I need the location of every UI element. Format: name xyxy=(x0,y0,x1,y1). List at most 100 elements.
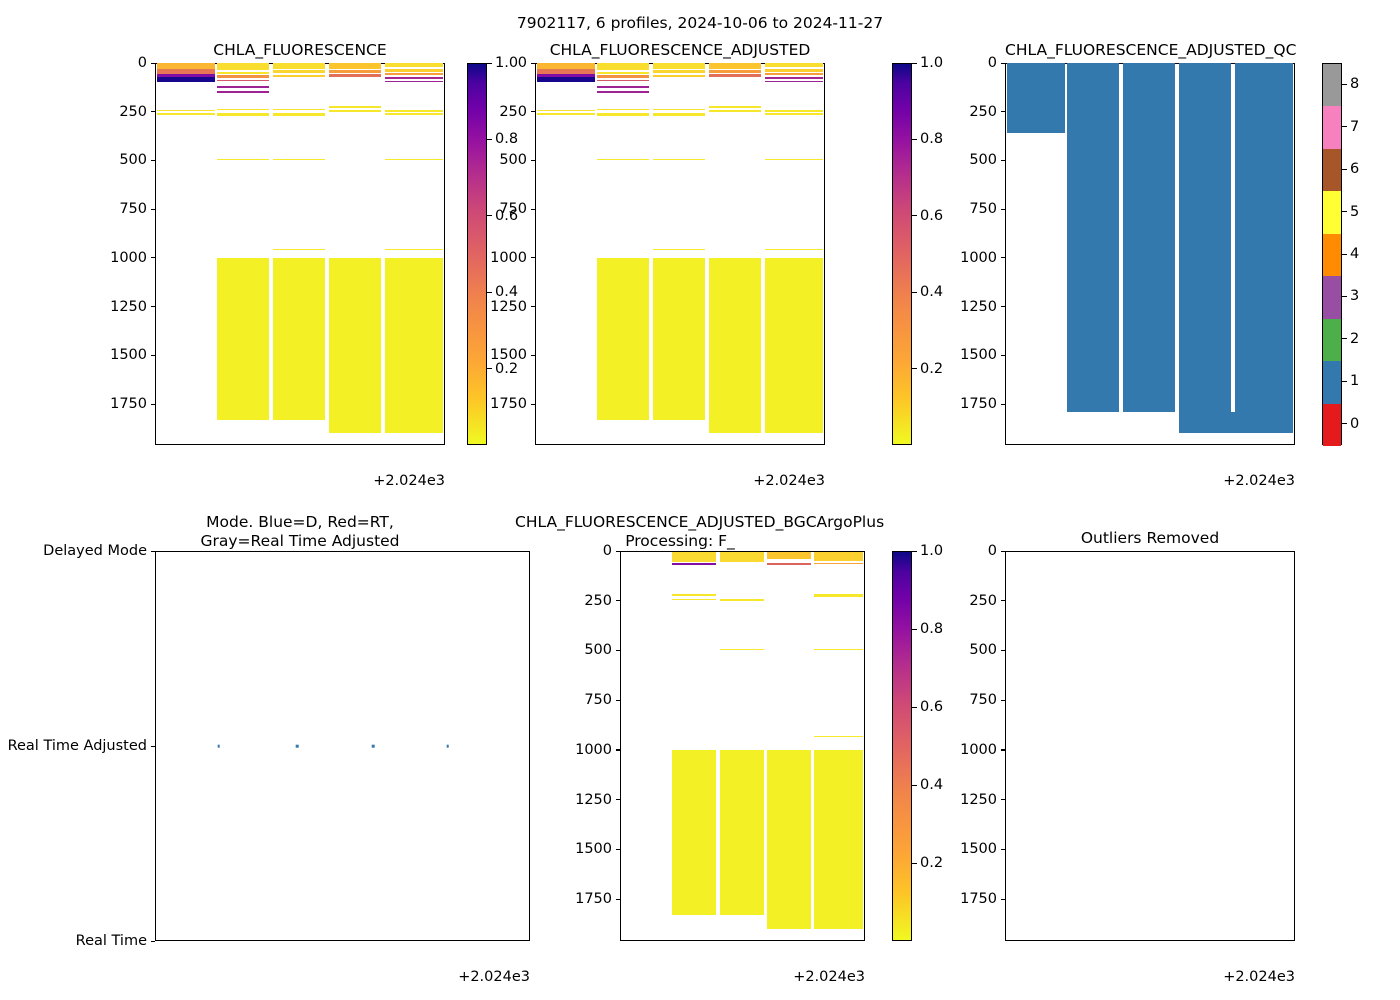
heatmap-band xyxy=(273,257,325,420)
colorbar-chla-fluorescence xyxy=(467,63,487,445)
y-tickmark xyxy=(1001,649,1005,652)
qc-block xyxy=(1067,63,1119,412)
heatmap-band xyxy=(653,249,705,251)
y-tickmark xyxy=(1001,600,1005,602)
colorbar-tick-label: 4 xyxy=(1350,246,1360,262)
qc-colorbar-segment xyxy=(1323,403,1341,446)
y-tickmark xyxy=(616,799,620,801)
y-tick-label: 250 xyxy=(119,103,147,120)
y-tick-label: 1750 xyxy=(960,396,997,413)
y-tick-label: 1500 xyxy=(960,347,997,364)
heatmap-band xyxy=(273,108,325,111)
heatmap-band xyxy=(217,91,269,93)
heatmap-band xyxy=(653,112,705,116)
heatmap-band xyxy=(709,74,761,78)
mode-scatter-point[interactable] xyxy=(217,744,221,748)
axes-outliers-removed[interactable] xyxy=(1005,551,1295,941)
heatmap-band xyxy=(719,749,764,916)
y-tick-label: 1000 xyxy=(490,249,527,266)
y-tickmark xyxy=(531,62,535,64)
qc-colorbar-segment xyxy=(1323,233,1341,277)
y-tickmark xyxy=(1001,848,1005,851)
mode-scatter-point[interactable] xyxy=(371,744,375,748)
heatmap-band xyxy=(672,749,717,916)
y-tick-label: 1000 xyxy=(960,741,997,758)
y-tick-label: 0 xyxy=(987,55,997,71)
axes-mode[interactable] xyxy=(155,551,530,941)
y-tick-label: 500 xyxy=(969,642,997,659)
heatmap-band xyxy=(217,108,269,111)
colorbar-tickmark xyxy=(912,291,917,293)
heatmap-band xyxy=(217,158,269,160)
colorbar-tick-label: 0.6 xyxy=(495,207,519,224)
y-tickmark xyxy=(1001,898,1005,900)
mode-scatter-point[interactable] xyxy=(295,744,299,748)
heatmap-band xyxy=(329,257,381,434)
y-tick-label: 750 xyxy=(119,201,147,218)
y-tickmark xyxy=(1001,403,1005,405)
y-tickmark xyxy=(151,306,155,308)
heatmap-band xyxy=(537,63,595,69)
heatmap-band xyxy=(385,68,443,72)
heatmap-band xyxy=(157,109,215,112)
colorbar-tick-label: 0 xyxy=(1350,415,1360,432)
heatmap-band xyxy=(672,598,717,601)
heatmap-band xyxy=(709,63,761,69)
colorbar-tick-label: 0.2 xyxy=(495,360,519,377)
panel-title-outliers-removed: Outliers Removed xyxy=(1080,529,1220,547)
heatmap-band xyxy=(537,68,595,74)
heatmap-band xyxy=(814,648,864,650)
y-tickmark xyxy=(151,159,155,162)
heatmap-band xyxy=(329,63,381,69)
heatmap-band xyxy=(653,74,705,78)
colorbar-tickmark xyxy=(912,138,917,140)
y-tick-label: 250 xyxy=(499,103,527,120)
y-tickmark xyxy=(1001,257,1005,259)
y-tick-label: 1250 xyxy=(575,791,612,808)
heatmap-band xyxy=(767,749,811,930)
panel-title-chla-fluorescence: CHLA_FLUORESCENCE xyxy=(213,41,387,59)
heatmap-band xyxy=(157,63,215,69)
mode-scatter-point[interactable] xyxy=(446,744,449,748)
heatmap-band xyxy=(765,158,823,160)
y-tickmark xyxy=(151,940,155,942)
heatmap-band xyxy=(329,109,381,112)
heatmap-band xyxy=(765,109,823,112)
y-tickmark xyxy=(1001,208,1005,210)
heatmap-band xyxy=(273,70,325,73)
y-tick-label: 1500 xyxy=(575,841,612,858)
y-tick-label: 1000 xyxy=(575,741,612,758)
heatmap-band xyxy=(597,112,649,116)
heatmap-band xyxy=(814,736,864,738)
y-tickmark xyxy=(531,208,535,210)
heatmap-band xyxy=(273,112,325,116)
colorbar-tickmark xyxy=(912,784,917,786)
heatmap-band xyxy=(597,86,649,88)
heatmap-band xyxy=(273,74,325,78)
heatmap-band xyxy=(814,551,864,561)
y-tick-label: 0 xyxy=(137,55,147,71)
y-tickmark xyxy=(531,257,535,259)
heatmap-band xyxy=(217,75,269,78)
heatmap-band xyxy=(385,158,443,160)
colorbar-tickmark xyxy=(1342,211,1347,213)
y-tick-label: 500 xyxy=(969,152,997,169)
qc-colorbar-segment xyxy=(1323,318,1341,362)
heatmap-band xyxy=(709,106,761,108)
qc-colorbar-segment xyxy=(1323,276,1341,319)
x-axis-offset-label: +2.024e3 xyxy=(373,473,445,489)
y-tick-label: 1500 xyxy=(490,347,527,364)
y-tick-label: 1000 xyxy=(110,249,147,266)
heatmap-band xyxy=(653,70,705,73)
y-tickmark xyxy=(531,159,535,162)
heatmap-band xyxy=(672,563,717,565)
y-tick-label: 750 xyxy=(499,201,527,218)
heatmap-band xyxy=(719,648,764,650)
x-axis-offset-label: +2.024e3 xyxy=(753,473,825,489)
heatmap-band xyxy=(672,593,717,597)
colorbar-tick-label: 8 xyxy=(1350,76,1360,93)
colorbar-tickmark xyxy=(487,291,492,293)
x-axis-offset-label: +2.024e3 xyxy=(1223,969,1295,985)
colorbar-tickmark xyxy=(912,62,917,64)
x-axis-offset-label: +2.024e3 xyxy=(458,969,530,985)
